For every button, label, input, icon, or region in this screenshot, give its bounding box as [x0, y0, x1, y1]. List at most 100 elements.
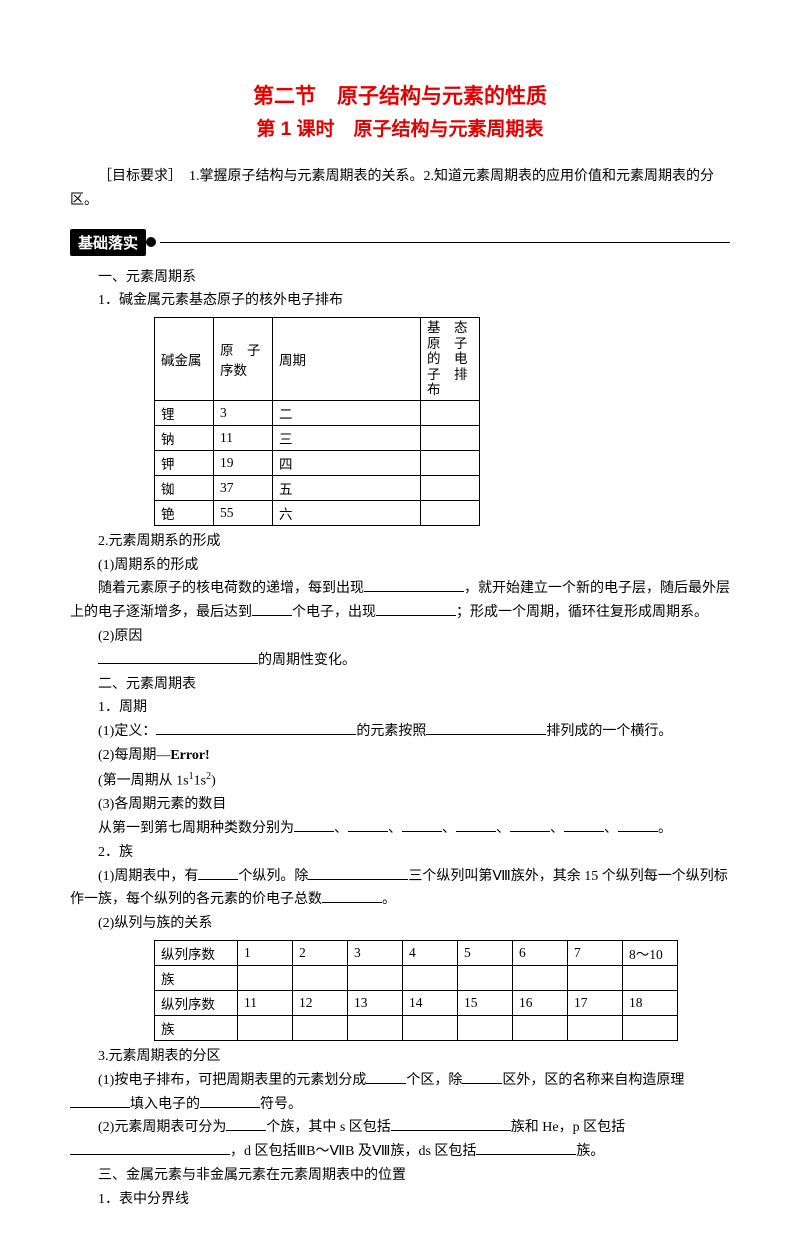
- blank[interactable]: [376, 601, 456, 616]
- table-row: 族: [155, 965, 678, 990]
- sec2-p4: (第一周期从 1s11s2): [70, 768, 730, 793]
- text: 个电子，出现: [292, 605, 376, 620]
- blank[interactable]: [226, 1116, 266, 1131]
- text: ): [211, 773, 216, 788]
- blank[interactable]: [322, 888, 382, 903]
- cell[interactable]: [623, 1015, 678, 1040]
- blank[interactable]: [200, 1093, 260, 1108]
- cell[interactable]: [623, 965, 678, 990]
- text: 的元素按照: [356, 724, 426, 739]
- cell[interactable]: [568, 1015, 623, 1040]
- text: 、: [604, 821, 618, 836]
- text: 从第一到第七周期种类数分别为: [98, 821, 294, 836]
- blank[interactable]: [391, 1116, 511, 1131]
- cell[interactable]: [293, 1015, 348, 1040]
- blank[interactable]: [618, 817, 658, 832]
- sec2-p7: 2．族: [70, 841, 730, 865]
- cell[interactable]: [458, 1015, 513, 1040]
- table-row: 铯55六: [155, 500, 480, 525]
- text: 1s: [194, 773, 206, 788]
- blank[interactable]: [402, 817, 442, 832]
- text: 符号。: [260, 1097, 302, 1112]
- cell: 钾: [155, 450, 214, 475]
- badge-dot-icon: [146, 237, 156, 247]
- cell: 族: [155, 1015, 238, 1040]
- cell: 16: [513, 990, 568, 1015]
- text: 族。: [576, 1144, 604, 1159]
- text: ；形成一个周期，循环往复形成周期系。: [456, 605, 708, 620]
- blank[interactable]: [156, 720, 356, 735]
- table-row: 铷37五: [155, 475, 480, 500]
- blank[interactable]: [348, 817, 388, 832]
- cell[interactable]: [348, 965, 403, 990]
- cell[interactable]: [458, 965, 513, 990]
- text: (1)周期表中，有: [98, 869, 198, 884]
- blank[interactable]: [198, 865, 238, 880]
- text: 的周期性变化。: [258, 653, 356, 668]
- blank[interactable]: [294, 817, 334, 832]
- objective-label: ［目标要求］: [98, 169, 175, 184]
- cell[interactable]: [513, 965, 568, 990]
- column-group-table: 纵列序数12345678～10 族 纵列序数1112131415161718 族: [154, 940, 678, 1041]
- blank[interactable]: [366, 1069, 406, 1084]
- sec2-p9: (2)纵列与族的关系: [70, 912, 730, 936]
- blank[interactable]: [70, 1140, 230, 1155]
- blank[interactable]: [510, 817, 550, 832]
- cell[interactable]: [403, 1015, 458, 1040]
- blank[interactable]: [252, 601, 292, 616]
- sec3-p1: 1．表中分界线: [70, 1188, 730, 1212]
- cell[interactable]: [568, 965, 623, 990]
- cell: 纵列序数: [155, 990, 238, 1015]
- blank[interactable]: [426, 720, 546, 735]
- th-col2: 原 子序数: [214, 318, 273, 401]
- cell: [421, 400, 480, 425]
- table-row: 钾19四: [155, 450, 480, 475]
- cell: 锂: [155, 400, 214, 425]
- cell: 12: [293, 990, 348, 1015]
- text: (1)定义：: [98, 724, 156, 739]
- cell[interactable]: [348, 1015, 403, 1040]
- sec1-p3: (1)周期系的形成: [70, 554, 730, 578]
- blank[interactable]: [462, 1069, 502, 1084]
- cell: 铯: [155, 500, 214, 525]
- sec1-p4: 随着元素原子的核电荷数的递增，每到出现，就开始建立一个新的电子层，随后最外层上的…: [70, 577, 730, 625]
- cell: 铷: [155, 475, 214, 500]
- table-row: 碱金属 原 子序数 周期 基 态原 子的 电子 排布: [155, 318, 480, 401]
- cell: 11: [214, 425, 273, 450]
- sec2-p3: (2)每周期—Error!: [70, 744, 730, 768]
- text: 族和 He，p 区包括: [511, 1120, 625, 1135]
- blank[interactable]: [476, 1140, 576, 1155]
- cell[interactable]: [403, 965, 458, 990]
- cell[interactable]: [513, 1015, 568, 1040]
- text: (2)每周期—: [98, 748, 170, 763]
- cell: 11: [238, 990, 293, 1015]
- sec1-p2: 2.元素周期系的形成: [70, 530, 730, 554]
- cell: 钠: [155, 425, 214, 450]
- cell: 55: [214, 500, 273, 525]
- cell: [421, 500, 480, 525]
- text: 填入电子的: [130, 1097, 200, 1112]
- cell[interactable]: [238, 1015, 293, 1040]
- cell: 18: [623, 990, 678, 1015]
- cell: 7: [568, 940, 623, 965]
- cell: 五: [273, 475, 421, 500]
- text: (1)按电子排布，可把周期表里的元素划分成: [98, 1073, 366, 1088]
- blank[interactable]: [456, 817, 496, 832]
- blank[interactable]: [564, 817, 604, 832]
- blank[interactable]: [98, 649, 258, 664]
- sec1-heading: 一、元素周期系: [70, 266, 730, 290]
- sec2-p2: (1)定义：的元素按照排列成的一个横行。: [70, 720, 730, 744]
- cell: [421, 475, 480, 500]
- text: (2)元素周期表可分为: [98, 1120, 226, 1135]
- page: 第二节 原子结构与元素的性质 第 1 课时 原子结构与元素周期表 ［目标要求］ …: [0, 0, 800, 1252]
- cell[interactable]: [293, 965, 348, 990]
- badge-line: [160, 242, 730, 243]
- blank[interactable]: [308, 865, 408, 880]
- text: 、: [334, 821, 348, 836]
- blank[interactable]: [364, 577, 464, 592]
- blank[interactable]: [70, 1093, 130, 1108]
- cell[interactable]: [238, 965, 293, 990]
- table-row: 锂3二: [155, 400, 480, 425]
- cell: 2: [293, 940, 348, 965]
- cell: 13: [348, 990, 403, 1015]
